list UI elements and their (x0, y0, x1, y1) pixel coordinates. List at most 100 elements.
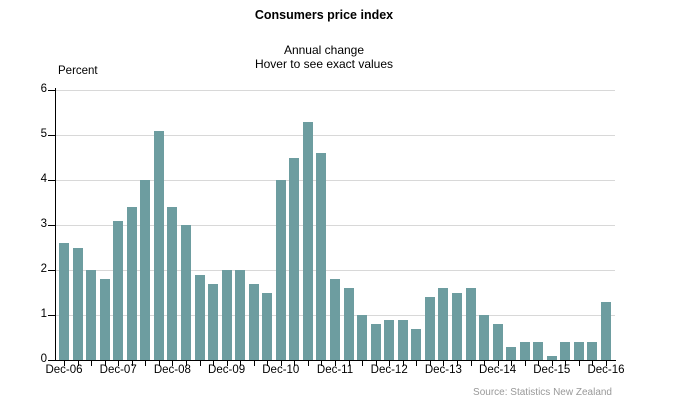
y-tick-mark (48, 135, 55, 136)
x-tick-mark (335, 361, 336, 366)
y-tick-mark (48, 315, 55, 316)
x-tick-label-Dec-07: Dec-07 (99, 364, 137, 376)
x-tick-mark (321, 361, 323, 366)
x-tick-label-Dec-12: Dec-12 (370, 364, 408, 376)
gridline-2 (56, 270, 615, 271)
bar-Jun-12[interactable] (357, 315, 368, 360)
x-tick-mark (362, 361, 364, 366)
y-tick-label-6: 6 (40, 83, 47, 95)
x-tick-mark (578, 361, 580, 366)
x-tick-mark (240, 361, 242, 366)
x-tick-mark (429, 361, 431, 366)
x-tick-mark (172, 361, 174, 366)
x-tick-mark (565, 361, 567, 366)
bar-Jun-11[interactable] (302, 121, 313, 360)
bar-Mar-07[interactable] (72, 247, 83, 360)
bar-Mar-16[interactable] (560, 342, 571, 360)
y-tick-label-2: 2 (40, 263, 47, 275)
x-tick-mark (226, 361, 228, 366)
bar-Mar-14[interactable] (451, 292, 462, 360)
x-axis-line (55, 360, 616, 361)
x-tick-mark (375, 361, 377, 366)
bar-Dec-14[interactable] (492, 324, 503, 360)
bar-Jun-10[interactable] (248, 283, 259, 360)
x-tick-mark (456, 361, 458, 366)
x-tick-mark (280, 361, 282, 366)
bar-Dec-11[interactable] (330, 279, 340, 360)
x-tick-mark (511, 361, 513, 366)
bar-Jun-08[interactable] (140, 180, 151, 360)
bar-Sep-09[interactable] (208, 283, 219, 360)
bar-Jun-13[interactable] (411, 328, 422, 360)
x-tick-mark (131, 361, 133, 366)
x-tick-mark (497, 361, 499, 366)
bar-Sep-15[interactable] (533, 342, 544, 360)
x-tick-mark (470, 361, 472, 366)
bar-Jun-15[interactable] (519, 342, 530, 360)
bar-Sep-11[interactable] (316, 153, 327, 360)
bar-Mar-12[interactable] (343, 288, 354, 360)
bar-Jun-14[interactable] (465, 288, 476, 360)
x-tick-mark (213, 361, 215, 366)
bar-Dec-07[interactable] (113, 220, 124, 360)
y-tick-label-4: 4 (40, 173, 47, 185)
x-tick-mark (551, 361, 553, 366)
y-tick-mark (48, 90, 55, 91)
x-tick-mark (524, 361, 526, 366)
x-tick-mark (64, 361, 65, 366)
bar-Dec-12[interactable] (384, 319, 395, 360)
bar-Dec-16[interactable] (601, 301, 611, 360)
gridline-6 (56, 90, 615, 91)
bar-Jun-16[interactable] (573, 342, 584, 360)
x-tick-label-Dec-08: Dec-08 (153, 364, 191, 376)
bar-Dec-15[interactable] (546, 355, 557, 360)
x-tick-mark (307, 361, 309, 366)
bar-Sep-10[interactable] (262, 292, 273, 360)
x-tick-mark (484, 361, 486, 366)
bar-Sep-14[interactable] (479, 315, 490, 360)
x-tick-mark (606, 361, 607, 366)
x-tick-label-Dec-16: Dec-16 (587, 364, 625, 376)
bar-Mar-15[interactable] (506, 346, 517, 360)
bar-Jun-09[interactable] (194, 274, 205, 360)
bar-Dec-08[interactable] (167, 207, 178, 360)
bar-Mar-09[interactable] (180, 225, 191, 360)
x-tick-mark (267, 361, 269, 366)
bar-Mar-13[interactable] (397, 319, 408, 360)
x-tick-mark (185, 361, 187, 366)
gridline-3 (56, 225, 615, 226)
x-tick-mark (118, 361, 120, 366)
y-tick-label-0: 0 (40, 353, 47, 365)
bar-Sep-07[interactable] (99, 279, 110, 360)
x-tick-mark (253, 361, 255, 366)
bar-Dec-09[interactable] (221, 270, 232, 360)
bar-Mar-11[interactable] (289, 157, 300, 360)
x-tick-mark (104, 361, 106, 366)
bar-Sep-13[interactable] (424, 297, 435, 360)
chart-title: Consumers price index (254, 8, 394, 22)
y-axis-line (55, 88, 56, 361)
y-tick-mark (48, 360, 55, 361)
y-tick-mark (48, 180, 55, 181)
bar-Dec-13[interactable] (438, 288, 449, 360)
chart-subtitle-line1: Annual change (283, 43, 365, 57)
bar-Sep-12[interactable] (370, 324, 381, 360)
x-tick-mark (77, 361, 79, 366)
bar-Dec-10[interactable] (275, 180, 286, 360)
x-tick-label-Dec-14: Dec-14 (479, 364, 517, 376)
bar-Dec-06[interactable] (59, 243, 69, 360)
x-tick-mark (145, 361, 147, 366)
bar-Jun-07[interactable] (86, 270, 97, 360)
y-tick-label-3: 3 (40, 218, 47, 230)
bar-Mar-08[interactable] (126, 207, 137, 360)
gridline-4 (56, 180, 615, 181)
plot-area (55, 90, 615, 360)
gridline-5 (56, 135, 615, 136)
y-tick-mark (48, 270, 55, 271)
y-axis-unit-label: Percent (58, 65, 98, 77)
chart-subtitle: Annual change Hover to see exact values (0, 43, 648, 71)
bar-Sep-08[interactable] (153, 130, 164, 360)
bar-Sep-16[interactable] (587, 342, 598, 360)
bar-Mar-10[interactable] (235, 270, 246, 360)
